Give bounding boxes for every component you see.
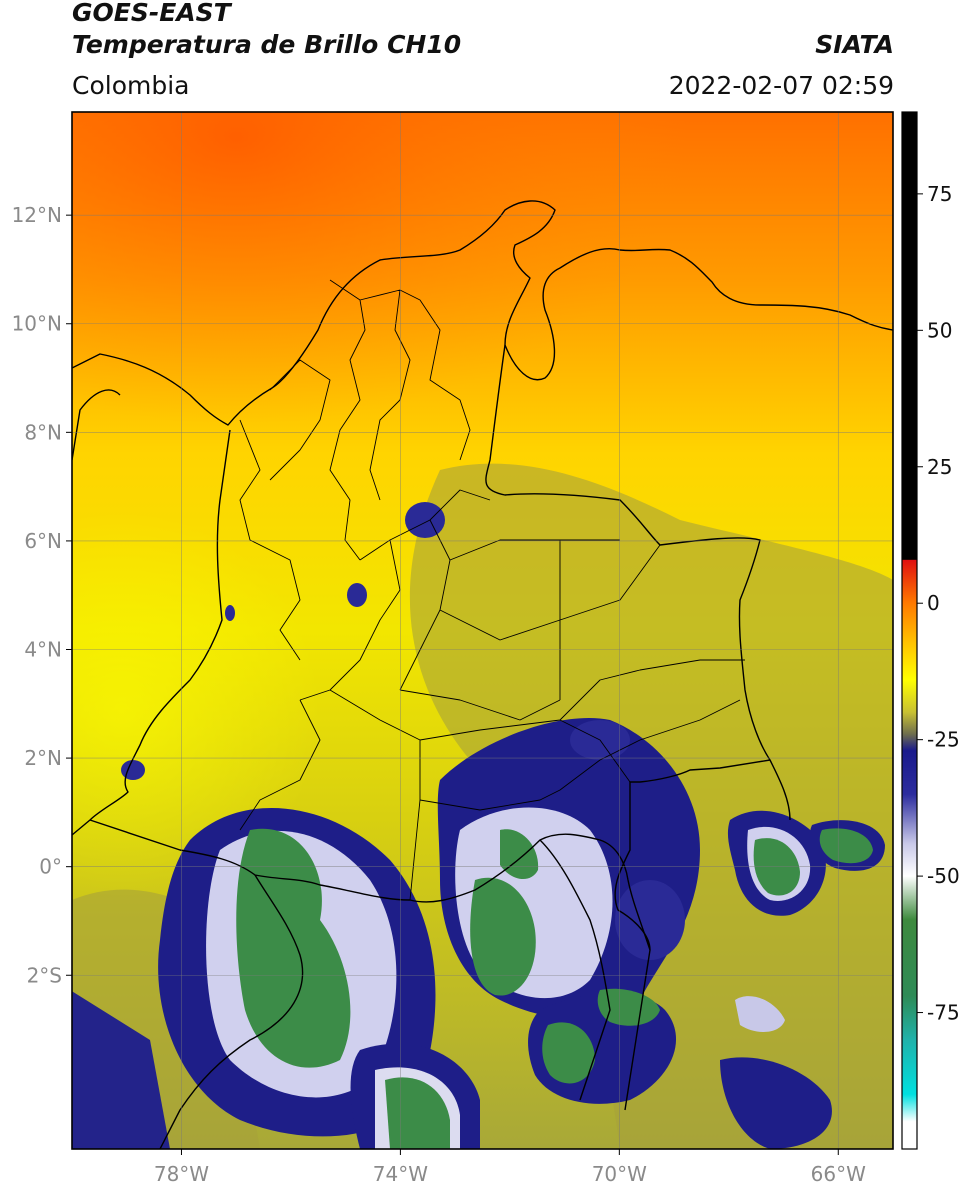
lat-tick-label: 2°N bbox=[24, 746, 62, 770]
lon-tick-label: 78°W bbox=[154, 1162, 209, 1186]
lat-tick-label: 8°N bbox=[24, 420, 62, 444]
cloud-cluster-east bbox=[727, 810, 885, 916]
map-subtitle-region: Colombia bbox=[72, 71, 190, 100]
pacific-coastline bbox=[72, 389, 231, 836]
colorbar-tick-label: 0 bbox=[927, 591, 940, 615]
lat-tick-label: 6°N bbox=[24, 529, 62, 553]
lat-tick-label: 4°N bbox=[24, 638, 62, 662]
map-frame bbox=[71, 111, 894, 1150]
internal-departments bbox=[239, 279, 745, 901]
border-colombia-peru-ecuador bbox=[89, 819, 651, 951]
border-colombia-brazil bbox=[614, 759, 771, 1111]
border-ecuador-peru bbox=[159, 874, 304, 1149]
lat-tick-label: 2°S bbox=[27, 963, 62, 987]
caribbean-coastline bbox=[72, 200, 893, 426]
agency-label: SIATA bbox=[815, 30, 894, 59]
border-peru-brazil bbox=[539, 839, 611, 1101]
map-imagery bbox=[72, 112, 893, 1149]
colorbar-ticks: 75 50 25 0 -25 -50 -75 bbox=[917, 182, 960, 1025]
graticule bbox=[72, 112, 893, 1149]
lon-tick-label: 66°W bbox=[811, 1162, 866, 1186]
lat-tick-label: 0° bbox=[39, 855, 62, 879]
colorbar-tick-label: -75 bbox=[927, 1001, 960, 1025]
timestamp-label: 2022-02-07 02:59 bbox=[668, 71, 894, 100]
lon-tick-label: 74°W bbox=[373, 1162, 428, 1186]
colorbar-tick-label: 50 bbox=[927, 318, 952, 342]
lon-tick-label: 70°W bbox=[592, 1162, 647, 1186]
colorbar-tick-label: 25 bbox=[927, 455, 952, 479]
border-colombia-venezuela bbox=[485, 344, 791, 821]
map-title-product: Temperatura de Brillo CH10 bbox=[72, 30, 462, 59]
small-convective-cells bbox=[121, 502, 685, 960]
lat-tick-label: 12°N bbox=[12, 203, 62, 227]
colorbar-tick-label: -25 bbox=[927, 728, 960, 752]
map-title-satellite: GOES-EAST bbox=[72, 0, 231, 27]
lat-tick-label: 10°N bbox=[12, 312, 62, 336]
latitude-axis: 12°N 10°N 8°N 6°N 4°N 2°N 0° 2°S bbox=[12, 203, 72, 987]
colorbar-tick-label: 75 bbox=[927, 182, 952, 206]
cloud-cluster-south-central bbox=[350, 1043, 480, 1149]
colorbar-tick-label: -50 bbox=[927, 864, 960, 888]
borders bbox=[72, 200, 893, 1149]
longitude-axis: 78°W 74°W 70°W 66°W bbox=[154, 1149, 866, 1186]
colorbar bbox=[901, 111, 918, 1150]
